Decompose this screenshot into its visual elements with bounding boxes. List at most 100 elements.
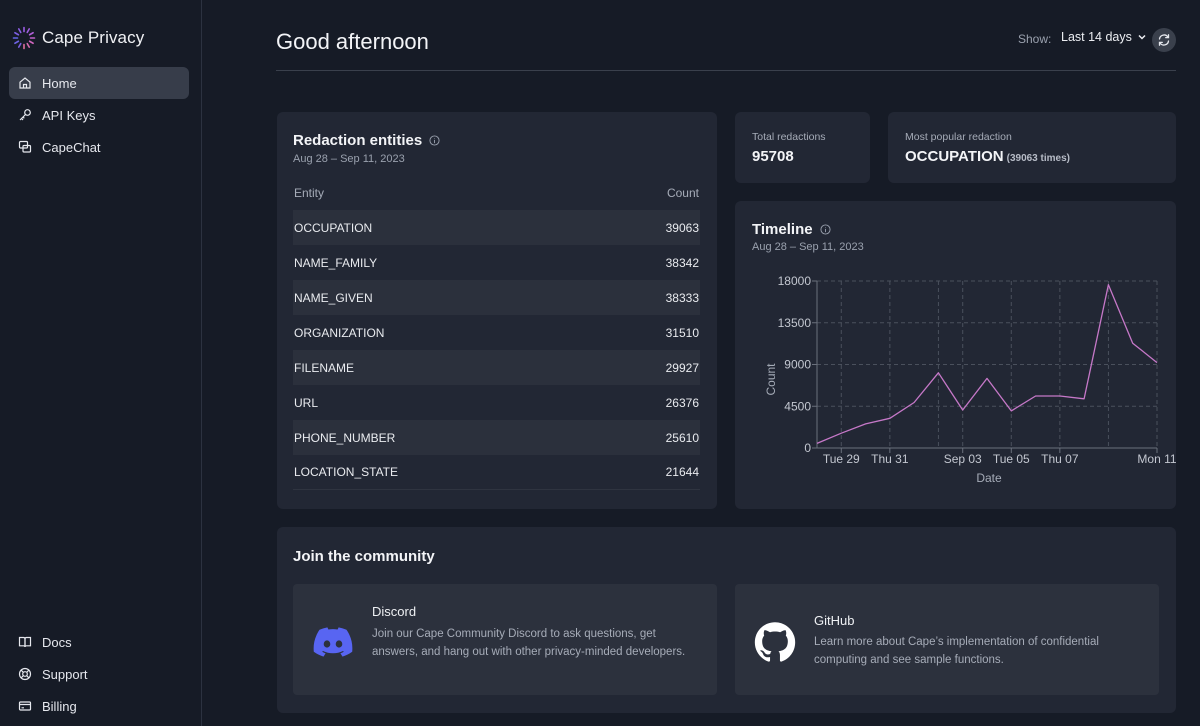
home-icon xyxy=(19,77,31,89)
github-name: GitHub xyxy=(814,613,855,628)
entity-name: NAME_GIVEN xyxy=(294,290,373,305)
entity-count: 38342 xyxy=(665,255,699,270)
y-tick-label: 4500 xyxy=(784,399,811,413)
sidebar-item-label: API Keys xyxy=(42,107,96,123)
date-range-value: Last 14 days xyxy=(1061,30,1132,44)
y-tick-label: 9000 xyxy=(784,358,811,372)
x-tick-label: Thu 31 xyxy=(871,452,909,466)
y-tick-label: 18000 xyxy=(778,274,812,288)
sidebar-item-home[interactable]: Home xyxy=(9,67,189,99)
sidebar-nav-bottom: Docs Support Billing xyxy=(9,626,189,722)
y-tick-label: 13500 xyxy=(778,316,812,330)
x-tick-label: Thu 07 xyxy=(1041,452,1079,466)
refresh-button[interactable] xyxy=(1152,28,1176,52)
table-row: FILENAME 29927 xyxy=(293,350,700,385)
series-line xyxy=(816,284,1158,444)
info-icon[interactable] xyxy=(820,224,831,235)
sidebar-item-label: Docs xyxy=(42,634,72,650)
entity-name: ORGANIZATION xyxy=(294,325,385,340)
github-link[interactable]: GitHub Learn more about Cape’s implement… xyxy=(735,584,1159,695)
community-title: Join the community xyxy=(293,548,435,565)
community-card: Join the community Discord Join our Cape… xyxy=(277,527,1176,713)
table-row: URL 26376 xyxy=(293,385,700,420)
x-tick-label: Tue 05 xyxy=(993,452,1030,466)
sidebar-item-label: Billing xyxy=(42,698,77,714)
entity-name: LOCATION_STATE xyxy=(294,465,399,479)
entity-name: FILENAME xyxy=(294,360,355,375)
cape-logo-icon xyxy=(12,26,36,50)
brand[interactable]: Cape Privacy xyxy=(12,26,144,50)
sidebar-item-capechat[interactable]: CapeChat xyxy=(9,131,189,163)
column-header-entity[interactable]: Entity xyxy=(294,186,325,200)
x-axis-label: Date xyxy=(976,471,1002,485)
sidebar-item-api-keys[interactable]: API Keys xyxy=(9,99,189,131)
entity-name: NAME_FAMILY xyxy=(294,255,378,270)
x-tick-label: Sep 03 xyxy=(944,452,982,466)
sidebar-nav-top: Home API Keys CapeChat xyxy=(9,67,189,163)
discord-link[interactable]: Discord Join our Cape Community Discord … xyxy=(293,584,717,695)
github-icon xyxy=(754,622,796,662)
sidebar-item-label: Home xyxy=(42,75,77,91)
most-popular-label: Most popular redaction xyxy=(905,131,1012,143)
table-row: OCCUPATION 39063 xyxy=(293,210,700,245)
header-divider xyxy=(276,70,1176,71)
entity-count: 26376 xyxy=(665,395,699,410)
lifebuoy-icon xyxy=(18,667,32,681)
table-row: ORGANIZATION 31510 xyxy=(293,315,700,350)
page-title: Good afternoon xyxy=(276,29,429,54)
sidebar-item-docs[interactable]: Docs xyxy=(9,626,189,658)
timeline-card: Timeline Aug 28 – Sep 11, 2023 0 4500 9000… xyxy=(735,201,1176,509)
most-popular-value: OCCUPATION xyxy=(905,148,1004,165)
timeline-date-range: Aug 28 – Sep 11, 2023 xyxy=(752,241,864,253)
total-redactions-label: Total redactions xyxy=(752,131,826,143)
sidebar-item-label: Support xyxy=(42,666,88,682)
discord-description: Join our Cape Community Discord to ask q… xyxy=(372,628,686,658)
billing-icon xyxy=(18,701,32,711)
total-redactions-card: Total redactions 95708 xyxy=(735,112,870,183)
entity-name: PHONE_NUMBER xyxy=(294,430,396,445)
most-popular-row: OCCUPATION (39063 times) xyxy=(905,148,1070,165)
table-row: LOCATION_STATE 21644 xyxy=(293,455,700,490)
entity-count: 25610 xyxy=(665,430,699,445)
sidebar-item-support[interactable]: Support xyxy=(9,658,189,690)
entity-name: URL xyxy=(294,395,319,410)
chevron-down-icon xyxy=(1138,34,1146,40)
entities-title: Redaction entities xyxy=(293,132,423,149)
most-popular-note: (39063 times) xyxy=(1006,153,1070,164)
refresh-icon xyxy=(1158,34,1170,46)
x-tick-label: Mon 11 xyxy=(1137,452,1176,466)
entities-title-row: Redaction entities xyxy=(293,132,440,149)
most-popular-card: Most popular redaction OCCUPATION (39063 … xyxy=(888,112,1176,183)
entity-count: 21644 xyxy=(665,465,699,479)
info-icon[interactable] xyxy=(429,135,440,146)
y-axis-label: Count xyxy=(764,363,778,396)
table-row: PHONE_NUMBER 25610 xyxy=(293,420,700,455)
timeline-chart: 0 4500 9000 13500 18000 Tue 29 Thu 31 Sep 03 Tue… xyxy=(764,274,1176,485)
book-icon xyxy=(18,636,32,648)
table-row: NAME_FAMILY 38342 xyxy=(293,245,700,280)
redaction-entities-card: Redaction entities Aug 28 – Sep 11, 2023… xyxy=(277,112,717,509)
sidebar-item-billing[interactable]: Billing xyxy=(9,690,189,722)
entity-name: OCCUPATION xyxy=(294,220,373,235)
total-redactions-value: 95708 xyxy=(752,148,794,165)
entity-count: 31510 xyxy=(665,325,699,340)
timeline-title-row: Timeline xyxy=(752,221,831,238)
table-header: Entity Count xyxy=(293,182,700,210)
entities-date-range: Aug 28 – Sep 11, 2023 xyxy=(293,153,405,165)
chat-icon xyxy=(18,140,32,153)
discord-icon xyxy=(313,627,353,657)
github-description: Learn more about Cape’s implementation o… xyxy=(814,636,1099,666)
x-tick-label: Tue 29 xyxy=(823,452,860,466)
y-tick-label: 0 xyxy=(804,441,811,455)
column-header-count[interactable]: Count xyxy=(666,186,699,200)
date-range-select[interactable]: Last 14 days xyxy=(1061,30,1147,44)
table-row: NAME_GIVEN 38333 xyxy=(293,280,700,315)
brand-name: Cape Privacy xyxy=(42,28,145,47)
entity-count: 38333 xyxy=(665,290,699,305)
entity-count: 39063 xyxy=(665,220,699,235)
sidebar-item-label: CapeChat xyxy=(42,139,101,155)
sidebar: Cape Privacy Home API Keys CapeChat xyxy=(0,0,202,726)
entities-table: Entity Count OCCUPATION 39063 NAME_FAMIL… xyxy=(293,182,700,490)
show-label: Show: xyxy=(1018,32,1052,46)
entity-count: 29927 xyxy=(665,360,699,375)
